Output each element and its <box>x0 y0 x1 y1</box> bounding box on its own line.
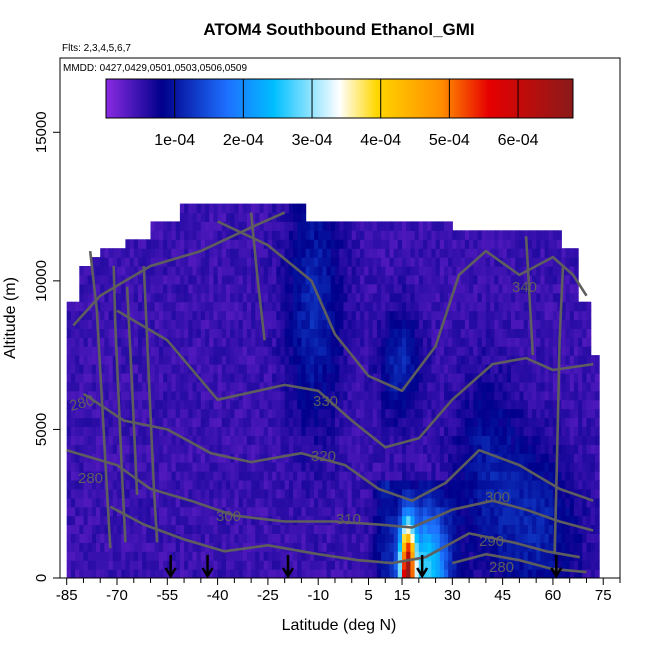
contour-line-7 <box>88 250 112 549</box>
x-tick-label: -10 <box>307 587 329 604</box>
flight-profile-arrow-1 <box>201 555 214 579</box>
contour-line-4 <box>66 448 594 532</box>
x-tick-label: 15 <box>394 587 411 604</box>
theta-contours <box>66 211 594 574</box>
y-tick-label: 15000 <box>33 111 50 153</box>
contour-labels: 340 330 320 310 300 300 290 280 280 280 <box>68 279 537 576</box>
plot-frame <box>59 57 621 579</box>
x-tick-label: 45 <box>494 587 511 604</box>
contour-line-6 <box>451 552 587 574</box>
colorbar-tick-label: 2e-04 <box>223 132 264 149</box>
flight-profile-arrow-3 <box>416 555 429 579</box>
colorbar-tick-label: 3e-04 <box>292 132 333 149</box>
x-tick-label: 75 <box>595 587 612 604</box>
contour-line-2 <box>116 309 594 449</box>
contour-line-12 <box>524 236 535 356</box>
x-axis: -85 -70 -55 -40 -25 -10 5 15 30 45 60 75 <box>56 578 621 604</box>
flight-profile-arrow-2 <box>281 555 295 579</box>
x-tick-label: -70 <box>106 587 128 604</box>
contour-label-300-right: 300 <box>485 489 510 506</box>
colorbar-tick-label: 6e-04 <box>498 132 539 149</box>
colorbar <box>105 78 574 119</box>
contour-line-10 <box>142 265 159 543</box>
contour-line-8 <box>112 265 127 543</box>
flights-subtitle: Flts: 2,3,4,5,6,7 <box>62 43 131 54</box>
contour-line-5 <box>109 505 581 565</box>
x-axis-label: Latitude (deg N) <box>282 617 397 634</box>
contour-label-280-upper: 280 <box>68 392 97 415</box>
y-axis-label: Altitude (m) <box>2 277 19 359</box>
contour-label-310: 310 <box>336 511 361 528</box>
contour-label-280-lower: 280 <box>78 470 103 487</box>
x-tick-label: -40 <box>207 587 229 604</box>
dates-subtitle: MMDD: 0427,0429,0501,0503,0506,0509 <box>63 63 247 74</box>
contour-label-340: 340 <box>512 279 537 296</box>
contour-line-1 <box>217 220 588 393</box>
contour-label-280-right: 280 <box>489 559 514 576</box>
y-tick-label: 10000 <box>33 260 50 302</box>
colorbar-tick-label: 1e-04 <box>154 132 195 149</box>
x-tick-label: -85 <box>56 587 78 604</box>
x-tick-label: 30 <box>444 587 461 604</box>
x-tick-label: 5 <box>364 587 372 604</box>
colorbar-tick-label: 5e-04 <box>429 132 470 149</box>
contour-line-3 <box>82 392 594 502</box>
contour-label-330: 330 <box>313 393 338 410</box>
colorbar-ticks: 1e-04 2e-04 3e-04 4e-04 5e-04 6e-04 <box>154 79 539 149</box>
flight-profile-arrow-0 <box>164 555 177 579</box>
contour-line-13 <box>249 212 266 341</box>
flight-profile-arrow-4 <box>550 555 563 579</box>
contour-line-9 <box>125 286 139 495</box>
x-tick-label: -55 <box>156 587 178 604</box>
flight-profile-markers <box>164 555 563 579</box>
contour-label-320: 320 <box>311 448 336 465</box>
contour-line-11 <box>553 265 565 555</box>
contour-label-300-left: 300 <box>216 508 241 525</box>
y-axis: 0 5000 10000 15000 <box>33 111 60 582</box>
y-tick-label: 5000 <box>33 413 50 446</box>
y-tick-label: 0 <box>33 574 50 582</box>
chart-title: ATOM4 Southbound Ethanol_GMI <box>203 20 474 39</box>
contour-label-290: 290 <box>479 533 504 550</box>
x-tick-label: -25 <box>257 587 279 604</box>
colorbar-tick-label: 4e-04 <box>360 132 401 149</box>
x-tick-label: 60 <box>545 587 562 604</box>
